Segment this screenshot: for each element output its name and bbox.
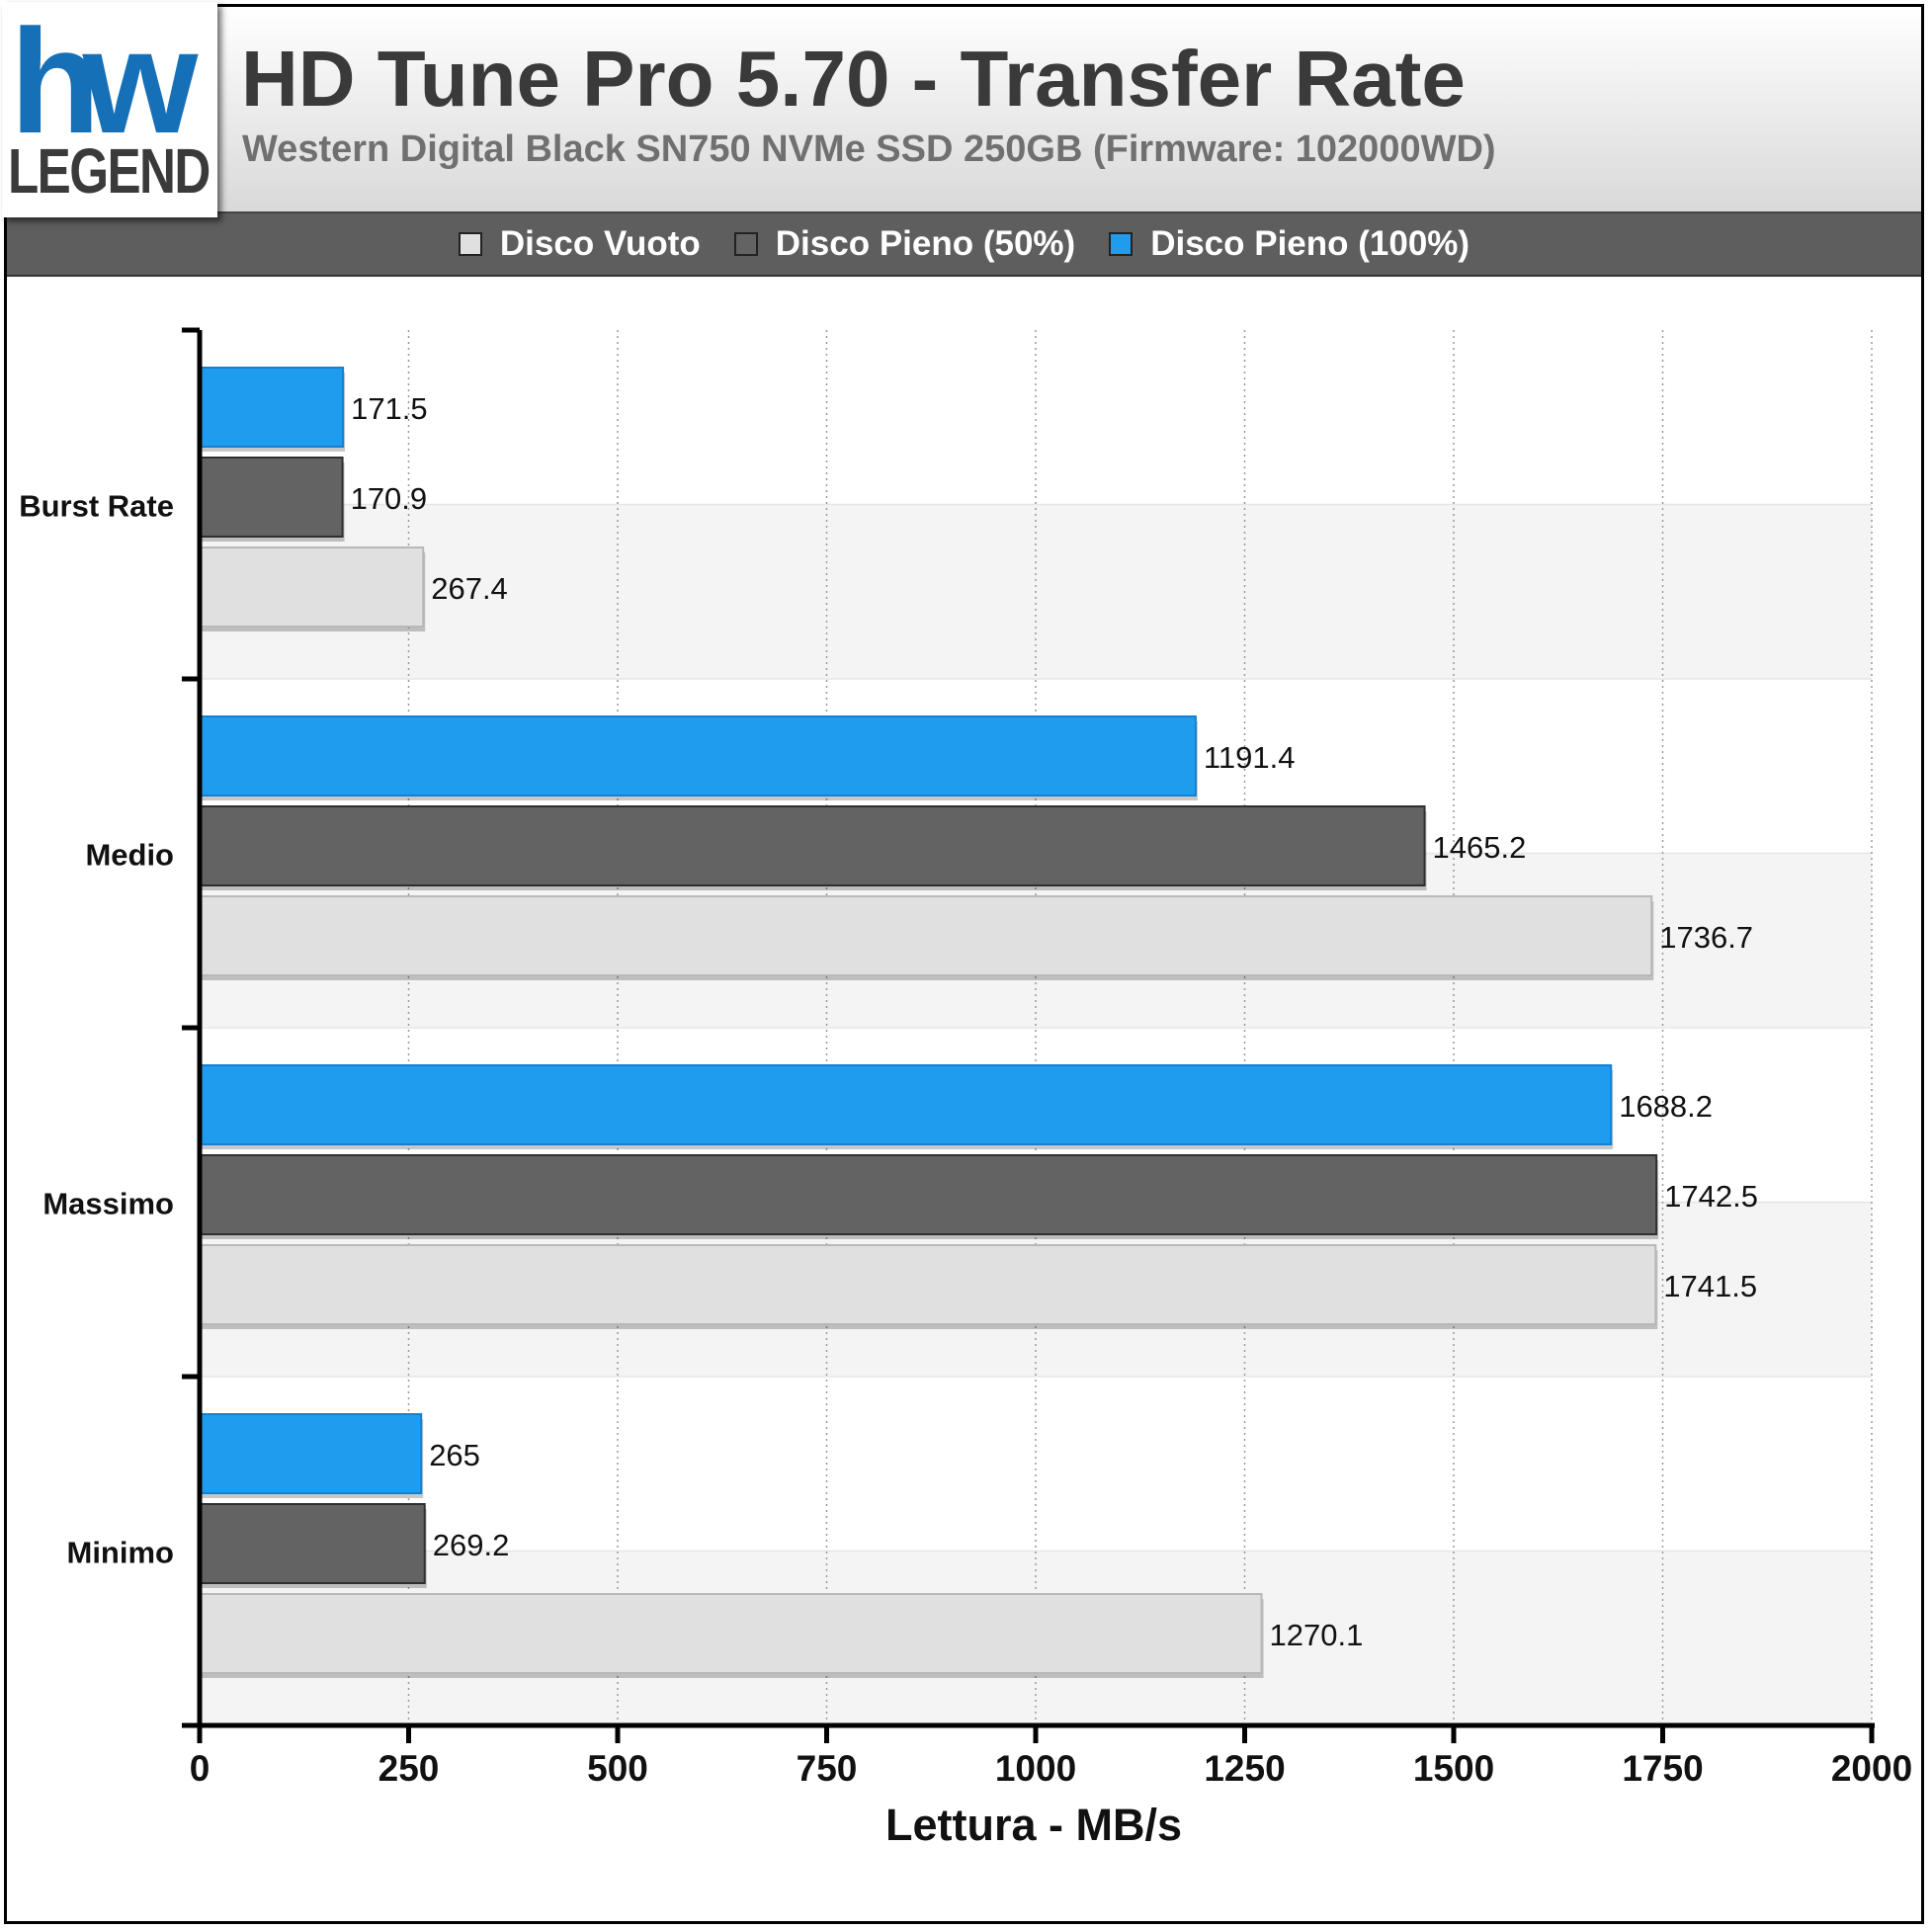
x-axis-title: Lettura - MB/s xyxy=(885,1800,1182,1850)
bar xyxy=(199,457,344,538)
legend-item-disco-vuoto: Disco Vuoto xyxy=(458,224,701,264)
category-label: Massimo xyxy=(42,1187,174,1221)
bar xyxy=(199,1593,1263,1674)
bars xyxy=(199,367,1659,1678)
legend-swatch-disco-pieno-50 xyxy=(733,232,758,256)
x-tick-label: 0 xyxy=(190,1748,210,1789)
legend: Disco Vuoto Disco Pieno (50%) Disco Pien… xyxy=(7,213,1921,277)
bar-value-label: 1736.7 xyxy=(1659,920,1753,955)
x-tick-label: 500 xyxy=(587,1748,648,1789)
x-tick-label: 750 xyxy=(797,1748,858,1789)
bar-value-label: 1741.5 xyxy=(1663,1269,1757,1303)
bar-value-label: 269.2 xyxy=(433,1528,510,1562)
bar xyxy=(199,1064,1613,1145)
chart-header: HD Tune Pro 5.70 - Transfer Rate Western… xyxy=(7,7,1921,213)
axes xyxy=(182,327,1875,1743)
x-tick-label: 1750 xyxy=(1622,1748,1703,1789)
bar xyxy=(199,895,1653,976)
bar-value-label: 171.5 xyxy=(351,391,428,426)
category-labels: Burst Rate Medio Massimo Minimo xyxy=(19,489,174,1570)
legend-label-disco-pieno-50: Disco Pieno (50%) xyxy=(775,224,1076,263)
x-tick-label: 2000 xyxy=(1831,1748,1912,1789)
bar xyxy=(199,1413,423,1494)
bar-value-label: 1742.5 xyxy=(1664,1179,1758,1214)
bar-value-label: 267.4 xyxy=(431,571,508,606)
bar xyxy=(199,546,425,628)
bar-value-label: 1270.1 xyxy=(1270,1618,1364,1652)
logo-text: LEGEND xyxy=(8,135,210,207)
chart-title: HD Tune Pro 5.70 - Transfer Rate xyxy=(241,35,1466,123)
bar-value-label: 170.9 xyxy=(351,481,428,516)
chart-subtitle: Western Digital Black SN750 NVMe SSD 250… xyxy=(242,128,1496,170)
x-tick-labels: 0 250 500 750 1000 1250 1500 1750 2000 xyxy=(190,1748,1912,1789)
value-labels: 171.5 170.9 267.4 1191.4 1465.2 1736.7 1688.2 1… xyxy=(351,391,1758,1652)
legend-label-disco-vuoto: Disco Vuoto xyxy=(499,224,701,263)
bar-value-label: 1688.2 xyxy=(1619,1089,1713,1124)
bar xyxy=(199,805,1426,886)
bar-value-label: 265 xyxy=(429,1438,480,1472)
category-label: Burst Rate xyxy=(19,489,174,524)
legend-label-disco-pieno-100: Disco Pieno (100%) xyxy=(1150,224,1470,263)
bar xyxy=(199,1503,426,1584)
logo-mark-icon: hw xyxy=(10,0,198,164)
bar-value-label: 1191.4 xyxy=(1204,740,1296,775)
legend-item-disco-pieno-50: Disco Pieno (50%) xyxy=(733,224,1076,264)
x-tick-label: 250 xyxy=(378,1748,440,1789)
category-label: Minimo xyxy=(67,1536,175,1570)
x-tick-label: 1250 xyxy=(1204,1748,1285,1789)
bar xyxy=(199,367,345,448)
legend-item-disco-pieno-100: Disco Pieno (100%) xyxy=(1109,224,1470,264)
plot-stripe xyxy=(200,330,1872,505)
bar-value-label: 1465.2 xyxy=(1433,830,1527,865)
x-tick-label: 1000 xyxy=(995,1748,1076,1789)
hwlegend-logo: hw LEGEND xyxy=(2,2,217,217)
x-tick-label: 1500 xyxy=(1413,1748,1494,1789)
bar xyxy=(199,715,1197,797)
category-label: Medio xyxy=(85,838,174,873)
legend-swatch-disco-vuoto xyxy=(458,232,482,256)
legend-swatch-disco-pieno-100 xyxy=(1109,232,1134,256)
bar xyxy=(199,1154,1658,1235)
bar xyxy=(199,1244,1657,1325)
